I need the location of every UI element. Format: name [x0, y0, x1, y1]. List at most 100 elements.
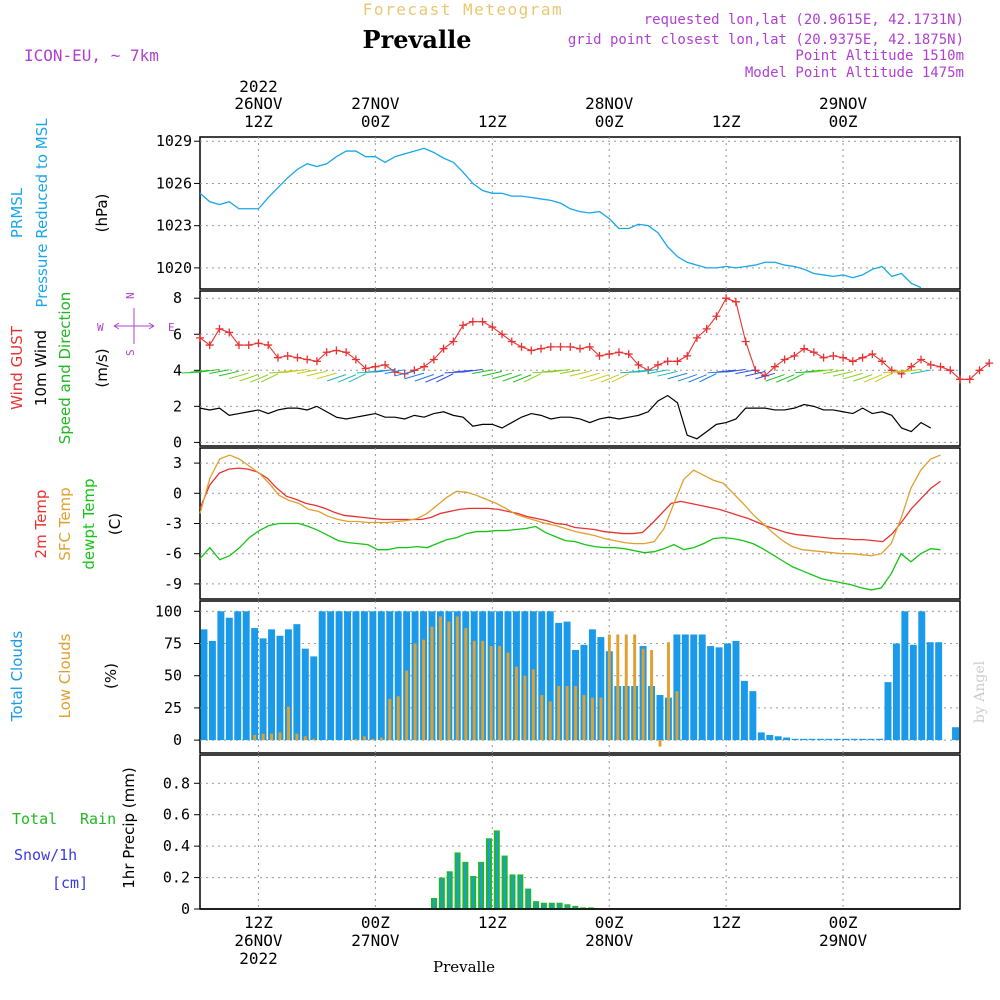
low-cloud-bar: [464, 628, 468, 741]
temp-ytick-label: -3: [164, 515, 182, 533]
wind-ytick-label: 2: [173, 397, 182, 415]
t2m-line: [199, 467, 941, 543]
total-cloud-bar: [377, 611, 385, 741]
point-info-0: requested lon,lat (20.9615E, 42.1731N): [644, 12, 964, 28]
low-cloud-bar: [261, 733, 265, 741]
low-clouds-label: Low Clouds: [56, 633, 74, 718]
gust-marker: [322, 348, 331, 357]
gust-marker: [985, 359, 994, 368]
wind-arrow: [910, 369, 931, 375]
low-cloud-bar: [514, 666, 518, 741]
temp-ytick-label: -9: [164, 575, 182, 593]
wind-arrow: [209, 369, 230, 374]
low-cloud-bar: [422, 639, 426, 741]
total-cloud-bar: [268, 629, 275, 741]
compass-e: E: [168, 321, 175, 334]
clouds-ytick-label: 100: [155, 602, 182, 620]
wind-arrow: [462, 368, 483, 373]
low-cloud-bar: [388, 698, 392, 741]
gust-marker: [449, 337, 458, 346]
gust-marker: [459, 321, 468, 330]
total-precip-bar: [535, 902, 538, 909]
total-cloud-bar: [783, 737, 791, 741]
wind-arrow: [306, 370, 327, 377]
compass-w: W: [97, 321, 104, 334]
gust-marker: [488, 323, 497, 332]
low-cloud-bar: [540, 695, 544, 741]
low-cloud-bar: [270, 733, 274, 741]
wind-arrow: [502, 374, 522, 382]
low-cloud-bar: [438, 616, 442, 741]
total-cloud-bar: [360, 611, 368, 741]
low-cloud-bar: [506, 652, 510, 741]
chart-title: Prevalle: [363, 25, 472, 54]
low-cloud-bar: [641, 648, 645, 741]
temp-ytick-label: 0: [173, 484, 182, 502]
pressure-ytick-label: 1020: [156, 259, 192, 277]
model-label: ICON-EU, ~ 7km: [24, 46, 159, 65]
precip-ytick-label: 0.8: [163, 774, 190, 792]
gust-marker: [809, 348, 818, 357]
total-cloud-bar: [867, 738, 875, 741]
gust-marker: [420, 362, 429, 371]
gust-marker: [605, 350, 614, 359]
wind-arrow: [853, 374, 873, 382]
wind-label: 10m Wind: [32, 330, 50, 406]
gust-marker: [507, 337, 516, 346]
total-cloud-bar: [588, 629, 596, 741]
total-cloud-bar: [394, 611, 402, 741]
point-info-1: grid point closest lon,lat (20.9375E, 42…: [568, 32, 964, 48]
low-cloud-bar: [599, 697, 603, 741]
total-cloud-bar: [833, 738, 841, 741]
total-precip-bar: [511, 875, 514, 909]
footer-location: Prevalle: [433, 958, 495, 976]
gust-marker: [244, 341, 253, 350]
wind-arrow: [550, 368, 571, 373]
total-cloud-bar: [217, 611, 225, 741]
total-cloud-bar: [918, 611, 926, 741]
total-precip-bar: [503, 856, 506, 909]
wind-arrow: [523, 373, 542, 383]
low-cloud-bar: [565, 686, 569, 741]
wind-arrow: [541, 369, 561, 373]
bottom-axis-hour: 00Z: [361, 913, 390, 932]
pressure-frame: [199, 136, 961, 290]
wind-arrow: [375, 368, 395, 373]
bottom-axis-date: 26NOV: [234, 931, 283, 950]
total-cloud-bar: [774, 736, 782, 741]
wind-speed-line: [199, 394, 932, 440]
low-cloud-bar: [557, 686, 561, 741]
gust-marker: [936, 362, 945, 371]
gust-marker: [975, 366, 984, 375]
total-cloud-bar: [301, 648, 309, 741]
total-precip-bar: [433, 899, 435, 909]
precip-ytick-label: 0: [181, 900, 190, 918]
low-cloud-bar: [650, 649, 654, 741]
gust-marker: [196, 333, 204, 342]
wind-arrow: [842, 372, 863, 380]
total-cloud-bar: [732, 640, 740, 741]
gust-marker: [829, 351, 838, 360]
total-cloud-bar: [749, 691, 757, 741]
wind-arrow: [745, 370, 766, 377]
gust-marker: [527, 346, 536, 355]
gust-line: [199, 297, 990, 380]
wind-frame: [199, 290, 961, 447]
total-cloud-bar: [698, 634, 706, 741]
total-precip-bar: [519, 875, 522, 909]
low-cloud-bar: [624, 634, 628, 741]
pressure-ytick-label: 1026: [156, 174, 192, 192]
temp-unit: (C): [106, 513, 124, 535]
total-cloud-bar: [859, 738, 867, 741]
gust-marker: [312, 357, 321, 366]
wind-arrow: [832, 371, 853, 377]
wind-ytick-label: 8: [173, 289, 182, 307]
top-axis-date: 26NOV: [234, 94, 283, 113]
low-cloud-bar: [405, 670, 409, 741]
total-cloud-bar: [681, 634, 689, 741]
total-cloud-bar: [766, 734, 774, 741]
wind-arrow: [260, 373, 279, 383]
wind-arrow: [492, 372, 512, 380]
precip-snow-label: Snow/1h: [14, 846, 77, 864]
pressure-label-short: PRMSL: [8, 187, 26, 238]
